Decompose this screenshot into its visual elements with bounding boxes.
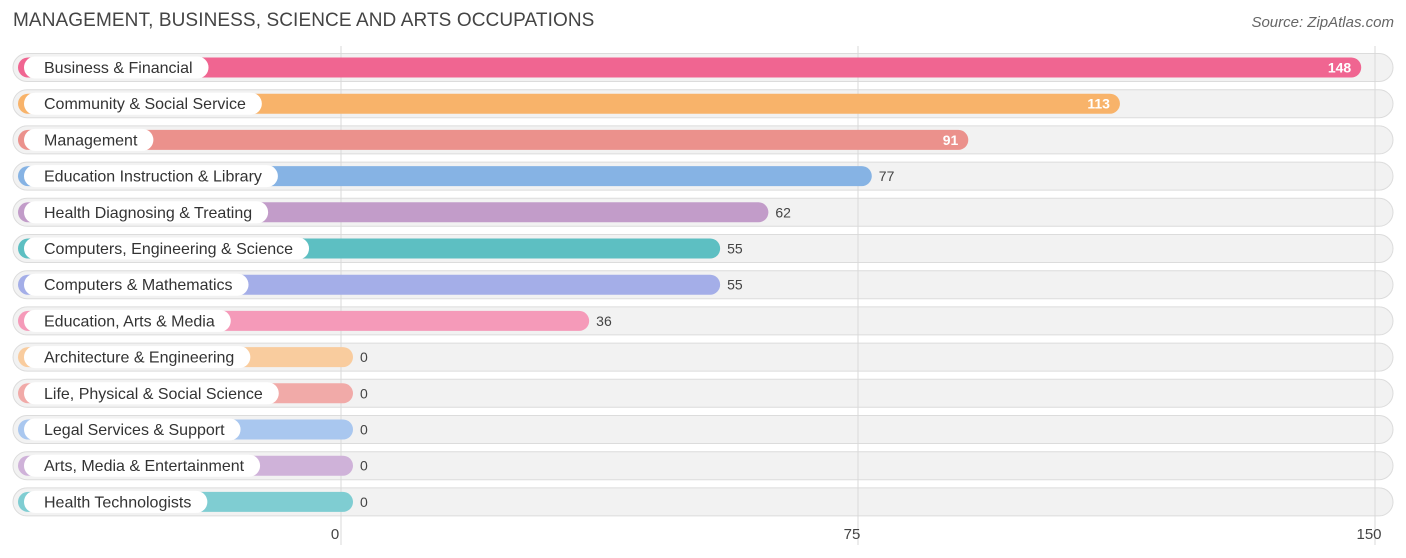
value-label: 0 (360, 422, 368, 438)
category-label: Life, Physical & Social Science (44, 386, 263, 403)
value-label: 55 (727, 241, 743, 257)
value-label: 62 (775, 204, 791, 220)
category-label-pill (24, 92, 262, 115)
value-label: 0 (360, 385, 368, 401)
bar (18, 129, 969, 150)
row-background (12, 451, 1394, 481)
category-label: Education, Arts & Media (44, 313, 215, 330)
chart-source: Source: ZipAtlas.com (1251, 14, 1394, 31)
category-label-pill (24, 201, 269, 224)
category-label-pill (24, 346, 251, 369)
x-tick-label: 75 (844, 526, 861, 543)
category-label-pill (24, 418, 241, 441)
category-label-pill (24, 273, 249, 296)
value-label: 36 (596, 313, 612, 329)
bar (18, 93, 1120, 114)
value-label: 0 (360, 458, 368, 474)
category-label: Health Diagnosing & Treating (44, 205, 252, 222)
category-label: Education Instruction & Library (44, 169, 262, 186)
category-label: Architecture & Engineering (44, 350, 234, 367)
category-label-pill (24, 128, 154, 151)
category-label-pill (24, 309, 231, 332)
row-background (12, 415, 1394, 444)
category-label-pill (24, 165, 278, 188)
category-label-pill (24, 56, 209, 79)
row-background (12, 487, 1394, 517)
value-label: 113 (1087, 96, 1110, 112)
category-label: Computers, Engineering & Science (44, 241, 293, 258)
value-label: 0 (360, 494, 368, 510)
value-label: 55 (727, 277, 743, 293)
category-label: Community & Social Service (44, 96, 246, 113)
x-tick-label: 150 (1356, 526, 1381, 543)
value-label: 148 (1328, 60, 1352, 76)
category-label-pill (24, 490, 208, 513)
category-label: Computers & Mathematics (44, 277, 233, 294)
category-label: Legal Services & Support (44, 422, 225, 439)
category-label-pill (24, 454, 261, 477)
category-label-pill (24, 237, 310, 260)
value-label: 0 (360, 349, 368, 365)
value-label: 91 (943, 132, 959, 148)
category-label: Arts, Media & Entertainment (44, 458, 245, 475)
category-label: Health Technologists (44, 494, 191, 511)
category-label: Management (44, 132, 138, 149)
category-label: Business & Financial (44, 60, 193, 77)
value-label: 77 (879, 168, 895, 184)
row-background (12, 378, 1394, 408)
chart-title: MANAGEMENT, BUSINESS, SCIENCE AND ARTS O… (13, 10, 595, 31)
bar (18, 57, 1362, 78)
category-label-pill (24, 382, 279, 405)
row-background (12, 342, 1394, 372)
x-tick-label: 0 (331, 526, 339, 543)
